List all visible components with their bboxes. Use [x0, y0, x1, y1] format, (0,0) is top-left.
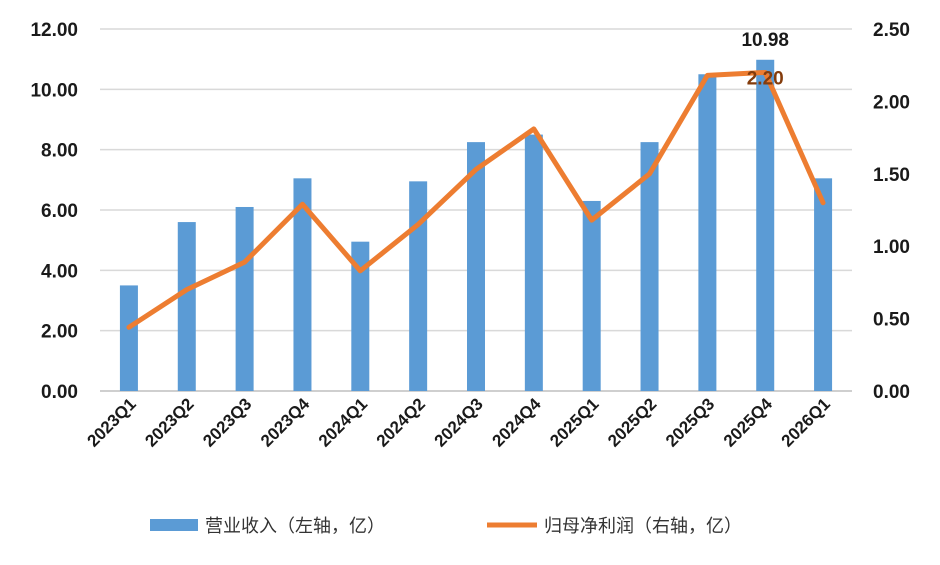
legend-label-net-profit: 归母净利润（右轴，亿）: [544, 516, 742, 537]
revenue-bar: [409, 181, 428, 391]
legend-label-revenue: 营业收入（左轴，亿）: [205, 516, 385, 537]
x-axis-ticks: 2023Q1 2023Q2 2023Q3 2023Q4 2024Q1 2024Q2 2024…: [84, 394, 834, 451]
legend-swatch-revenue: [150, 519, 198, 531]
net-profit-line: [126, 69, 826, 330]
right-tick-label: 2.00: [873, 92, 910, 113]
revenue-bar: [524, 134, 543, 392]
x-tick-label: 2025Q3: [662, 394, 718, 450]
right-tick-label: 0.00: [873, 382, 910, 403]
left-tick-label: 6.00: [41, 201, 78, 222]
legend: 营业收入（左轴，亿） 归母净利润（右轴，亿）: [150, 516, 742, 537]
x-tick-label: 2024Q3: [431, 394, 487, 450]
revenue-bar: [814, 178, 833, 391]
right-tick-label: 1.50: [873, 165, 910, 186]
revenue-bar: [582, 200, 601, 391]
revenue-bar: [756, 59, 775, 392]
x-tick-label: 2026Q1: [778, 394, 834, 450]
x-tick-label: 2024Q4: [488, 394, 545, 451]
revenue-bar: [698, 74, 717, 391]
data-labels: 10.98 2.20: [741, 30, 789, 90]
revenue-bar: [293, 178, 312, 391]
revenue-data-label: 10.98: [741, 30, 789, 51]
left-tick-label: 12.00: [30, 20, 78, 41]
revenue-bar: [235, 206, 254, 391]
x-tick-label: 2025Q2: [604, 394, 660, 450]
x-tick-label: 2024Q2: [373, 394, 429, 450]
right-tick-label: 2.50: [873, 20, 910, 41]
revenue-bar: [351, 241, 370, 391]
x-tick-label: 2023Q4: [257, 394, 314, 451]
revenue-bars: [119, 59, 833, 392]
x-tick-label: 2024Q1: [315, 394, 371, 450]
right-tick-label: 0.50: [873, 310, 910, 331]
right-axis-ticks: 0.00 0.50 1.00 1.50 2.00 2.50: [873, 20, 910, 403]
revenue-bar: [177, 222, 196, 391]
revenue-bar: [467, 142, 485, 391]
x-tick-label: 2023Q3: [199, 394, 255, 450]
revenue-bar: [640, 142, 659, 391]
x-tick-label: 2025Q4: [720, 394, 777, 451]
left-tick-label: 10.00: [30, 80, 78, 101]
right-tick-label: 1.00: [873, 237, 910, 258]
left-tick-label: 2.00: [41, 322, 78, 343]
revenue-bar: [119, 285, 138, 391]
left-tick-label: 8.00: [41, 141, 78, 162]
x-tick-label: 2023Q2: [141, 394, 197, 450]
left-axis-ticks: 0.00 2.00 4.00 6.00 8.00 10.00 12.00: [30, 20, 78, 403]
x-tick-label: 2023Q1: [84, 394, 140, 450]
x-tick-label: 2025Q1: [546, 394, 602, 450]
left-tick-label: 4.00: [41, 261, 78, 282]
net-profit-data-label: 2.20: [747, 68, 784, 89]
left-tick-label: 0.00: [41, 382, 78, 403]
